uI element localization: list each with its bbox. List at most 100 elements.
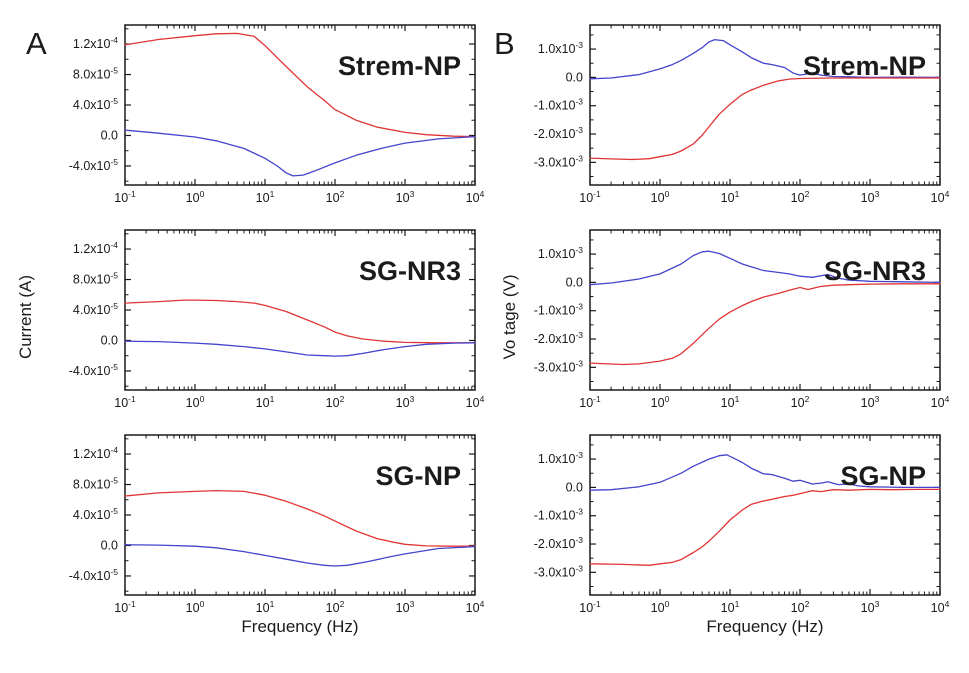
x-tick-label: 103 xyxy=(861,189,880,205)
y-tick-label: 0.0 xyxy=(101,333,118,347)
y-tick-label: 0.0 xyxy=(566,480,583,494)
x-tick-label: 101 xyxy=(256,599,275,615)
series-blue-curve xyxy=(124,340,476,357)
y-tick-label: -2.0x10-3 xyxy=(534,125,584,141)
x-tick-label: 10-1 xyxy=(114,189,136,205)
chart-a-sg-nr3: 1.2x10-4 8.0x10-5 4.0x10-5 0.0 -4.0x10-5 10-1… xyxy=(47,224,487,420)
plot-frame xyxy=(589,24,941,186)
x-ticks xyxy=(589,435,941,595)
y-tick-label: 8.0x10-5 xyxy=(73,66,118,82)
x-tick-label: 100 xyxy=(186,394,205,410)
x-tick-label: 101 xyxy=(721,394,740,410)
x-ticks xyxy=(589,230,941,390)
x-tick-label: 10-1 xyxy=(114,394,136,410)
panel-column-b: B Vo tage (V) 1.0x10-3 0.0 -1.0x10-3 -2.0x1… xyxy=(484,0,969,673)
series-blue-curve xyxy=(589,39,941,80)
x-tick-label: 104 xyxy=(931,189,950,205)
y-tick-label: -3.0x10-3 xyxy=(534,358,584,374)
y-tick-label: 0.0 xyxy=(101,538,118,552)
x-tick-label: 101 xyxy=(721,599,740,615)
series-red-curve xyxy=(124,299,476,344)
series-red-curve xyxy=(124,32,476,138)
y-tick-label: 4.0x10-5 xyxy=(73,301,118,317)
y-ticks xyxy=(125,438,475,592)
y-tick-label: 0.0 xyxy=(566,70,583,84)
panel-sample-label: Strem-NP xyxy=(803,51,926,81)
x-tick-label: 103 xyxy=(396,189,415,205)
y-tick-label: 0.0 xyxy=(101,128,118,142)
x-tick-label: 101 xyxy=(721,189,740,205)
y-tick-label: 4.0x10-5 xyxy=(73,506,118,522)
y-tick-label: -1.0x10-3 xyxy=(534,507,584,523)
chart-a-strem-np: 1.2x10-4 8.0x10-5 4.0x10-5 0.0 -4.0x10-5 10-1… xyxy=(47,19,487,215)
y-tick-label: 1.2x10-4 xyxy=(73,445,118,461)
y-tick-label: -2.0x10-3 xyxy=(534,330,584,346)
x-axis-title-a: Frequency (Hz) xyxy=(241,617,359,636)
y-tick-label: 1.0x10-3 xyxy=(538,40,583,56)
series-blue-curve xyxy=(124,129,476,177)
plot-frame xyxy=(124,24,476,186)
x-tick-label: 10-1 xyxy=(579,394,601,410)
plot-frame xyxy=(589,434,941,596)
chart-b-strem-np: 1.0x10-3 0.0 -1.0x10-3 -2.0x10-3 -3.0x10-3 10… xyxy=(512,19,952,215)
series-red-curve xyxy=(589,283,941,366)
x-ticks xyxy=(124,25,476,185)
x-axis-title-b: Frequency (Hz) xyxy=(706,617,824,636)
series-red-curve xyxy=(124,489,476,547)
plot-frame xyxy=(124,229,476,391)
y-tick-label: 1.0x10-3 xyxy=(538,450,583,466)
x-tick-label: 102 xyxy=(326,189,345,205)
series-red-curve xyxy=(589,77,941,161)
x-tick-label: 102 xyxy=(326,599,345,615)
x-tick-label: 103 xyxy=(396,599,415,615)
x-tick-label: 100 xyxy=(651,394,670,410)
panel-sample-label: SG-NR3 xyxy=(824,256,926,286)
x-tick-label: 100 xyxy=(186,599,205,615)
x-tick-label: 103 xyxy=(396,394,415,410)
x-tick-label: 104 xyxy=(466,189,485,205)
x-tick-label: 10-1 xyxy=(114,599,136,615)
x-tick-label: 104 xyxy=(931,394,950,410)
y-tick-label: 1.2x10-4 xyxy=(73,240,118,256)
panel-column-a: A Current (A) 1.2x10-4 8.0x10-5 4.0x10-5 0.… xyxy=(0,0,487,673)
y-ticks xyxy=(590,444,940,588)
y-axis-title-current: Current (A) xyxy=(16,274,35,360)
x-tick-label: 103 xyxy=(861,394,880,410)
y-tick-label: 4.0x10-5 xyxy=(73,96,118,112)
x-ticks xyxy=(124,435,476,595)
panel-sample-label: SG-NP xyxy=(840,461,926,491)
y-tick-label: -1.0x10-3 xyxy=(534,302,584,318)
x-tick-label: 102 xyxy=(791,189,810,205)
y-tick-label: 8.0x10-5 xyxy=(73,476,118,492)
panel-sample-label: SG-NP xyxy=(375,461,461,491)
chart-b-sg-nr3: 1.0x10-3 0.0 -1.0x10-3 -2.0x10-3 -3.0x10-3 10… xyxy=(512,224,952,420)
plot-frame xyxy=(589,229,941,391)
y-tick-label: -3.0x10-3 xyxy=(534,563,584,579)
chart-a-sg-np: 1.2x10-4 8.0x10-5 4.0x10-5 0.0 -4.0x10-5 10-1… xyxy=(47,429,487,625)
panel-b-letter: B xyxy=(494,26,515,61)
series-blue-curve xyxy=(589,250,941,286)
x-tick-label: 102 xyxy=(791,599,810,615)
x-tick-label: 104 xyxy=(466,394,485,410)
series-red-curve xyxy=(589,488,941,566)
y-tick-label: 1.0x10-3 xyxy=(538,245,583,261)
y-tick-label: -4.0x10-5 xyxy=(69,567,119,583)
y-ticks xyxy=(125,233,475,387)
plot-frame xyxy=(124,434,476,596)
x-tick-label: 104 xyxy=(931,599,950,615)
x-tick-label: 10-1 xyxy=(579,599,601,615)
y-tick-label: -3.0x10-3 xyxy=(534,153,584,169)
series-blue-curve xyxy=(589,454,941,491)
panel-sample-label: Strem-NP xyxy=(338,51,461,81)
x-ticks xyxy=(124,230,476,390)
x-tick-label: 100 xyxy=(186,189,205,205)
y-tick-label: 0.0 xyxy=(566,275,583,289)
chart-b-sg-np: 1.0x10-3 0.0 -1.0x10-3 -2.0x10-3 -3.0x10-3 10… xyxy=(512,429,952,625)
x-tick-label: 104 xyxy=(466,599,485,615)
panel-sample-label: SG-NR3 xyxy=(359,256,461,286)
x-tick-label: 103 xyxy=(861,599,880,615)
y-tick-label: -1.0x10-3 xyxy=(534,97,584,113)
x-tick-label: 102 xyxy=(326,394,345,410)
y-tick-label: -4.0x10-5 xyxy=(69,362,119,378)
